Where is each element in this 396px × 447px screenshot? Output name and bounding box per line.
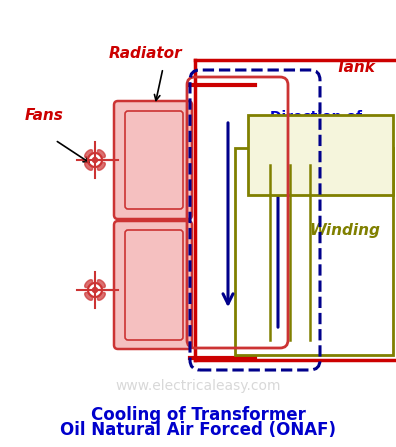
Ellipse shape (97, 162, 105, 170)
Text: Oil Natural Air Forced (ONAF): Oil Natural Air Forced (ONAF) (60, 421, 336, 439)
Text: Radiator: Radiator (108, 46, 182, 61)
Circle shape (93, 157, 97, 163)
Text: Tank: Tank (335, 60, 375, 75)
FancyBboxPatch shape (125, 111, 183, 209)
Text: Cooling of Transformer: Cooling of Transformer (91, 406, 305, 424)
Text: Direction of
Oil flow: Direction of Oil flow (270, 110, 362, 140)
Ellipse shape (85, 150, 93, 158)
FancyBboxPatch shape (125, 230, 183, 340)
FancyBboxPatch shape (114, 221, 192, 349)
Bar (248, 115, 393, 195)
Ellipse shape (85, 280, 93, 287)
Ellipse shape (85, 292, 93, 300)
Text: www.electricaleasy.com: www.electricaleasy.com (115, 379, 281, 393)
Text: Core: Core (325, 116, 365, 131)
Circle shape (93, 287, 97, 292)
Bar (235, 148, 393, 355)
Ellipse shape (97, 292, 105, 300)
Ellipse shape (85, 162, 93, 170)
Text: Winding: Winding (310, 223, 381, 238)
Ellipse shape (97, 150, 105, 158)
FancyBboxPatch shape (114, 101, 192, 219)
Ellipse shape (97, 280, 105, 287)
Text: Fans: Fans (25, 108, 64, 123)
